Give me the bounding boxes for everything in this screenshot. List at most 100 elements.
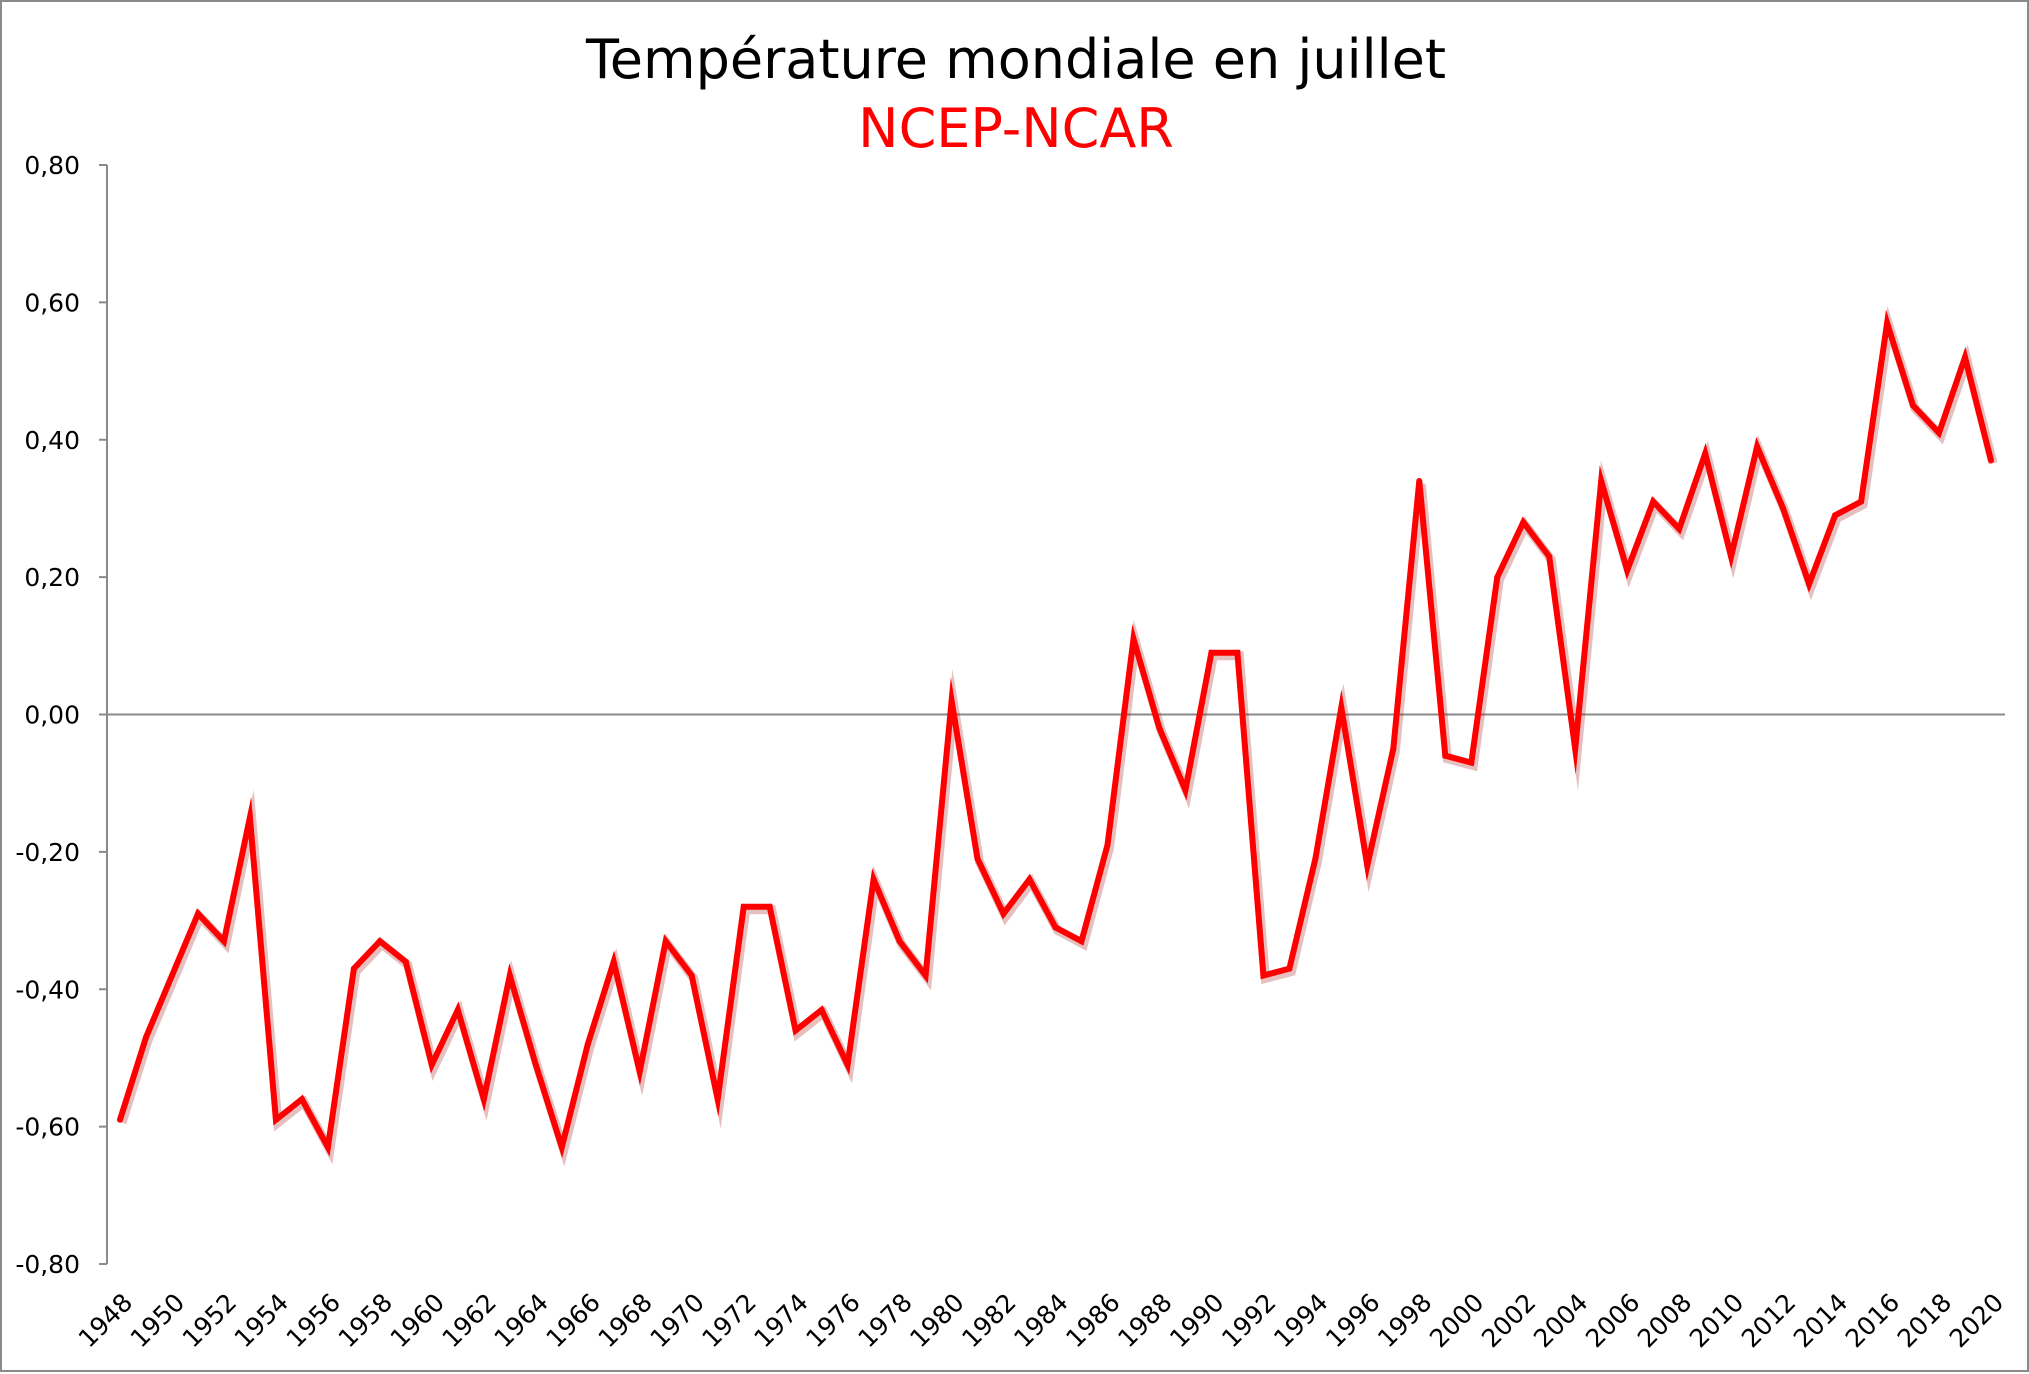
- data-point: [1312, 855, 1319, 862]
- x-tick-label: 2006: [1580, 1288, 1645, 1353]
- x-tick-label: 1956: [281, 1288, 346, 1353]
- data-point: [1494, 574, 1501, 581]
- data-point: [454, 1006, 461, 1013]
- x-tick-label: 1954: [229, 1288, 294, 1353]
- data-point: [1416, 478, 1423, 484]
- x-tick-label: 1960: [385, 1288, 450, 1353]
- data-point: [117, 1116, 123, 1123]
- data-point: [1130, 635, 1137, 642]
- x-tick-label: 1994: [1268, 1288, 1333, 1353]
- data-point: [870, 876, 877, 883]
- x-tick-label: 1952: [177, 1288, 242, 1353]
- data-point: [428, 1061, 435, 1068]
- data-point: [1078, 938, 1085, 945]
- data-point: [688, 972, 695, 979]
- data-point: [402, 958, 409, 965]
- series-layer: [117, 305, 1998, 1167]
- data-point: [506, 972, 513, 979]
- data-point: [272, 1116, 279, 1123]
- x-tick-label: 1972: [696, 1288, 761, 1353]
- x-tick-label: 1990: [1164, 1288, 1229, 1353]
- data-point: [1182, 787, 1189, 794]
- data-point: [1884, 320, 1891, 326]
- x-tick-label: 2014: [1788, 1288, 1853, 1353]
- chart-title: Température mondiale en juillet: [585, 28, 1446, 91]
- data-point: [1026, 876, 1033, 883]
- x-tick-label: 2000: [1424, 1288, 1489, 1353]
- series-line: [117, 309, 1994, 1159]
- data-point: [1728, 553, 1735, 560]
- data-point: [740, 903, 747, 910]
- x-tick-label: 1984: [1008, 1288, 1073, 1353]
- data-point: [1988, 457, 1994, 464]
- series-line-shadow: [117, 305, 1998, 1167]
- data-point: [143, 1034, 149, 1041]
- data-point: [1572, 745, 1579, 752]
- chart-subtitle: NCEP-NCAR: [858, 97, 1174, 160]
- data-point: [1468, 759, 1475, 766]
- data-point: [1520, 519, 1527, 526]
- data-point: [558, 1144, 565, 1151]
- y-tick-labels: 0,80 0,60 0,40 0,20 0,00 -0,20 -0,40 -0,60 -0,80: [15, 151, 80, 1279]
- x-tick-label: 2018: [1892, 1288, 1957, 1353]
- data-point: [1364, 862, 1371, 869]
- data-point: [246, 814, 253, 821]
- data-point: [1052, 924, 1059, 931]
- data-point: [714, 1096, 721, 1103]
- x-tick-label: 1992: [1216, 1288, 1281, 1353]
- data-point: [1104, 842, 1111, 848]
- data-point: [974, 855, 981, 862]
- data-point: [324, 1144, 331, 1151]
- data-point: [480, 1096, 487, 1103]
- data-point: [220, 938, 227, 945]
- data-point: [922, 972, 929, 979]
- data-point: [662, 938, 669, 945]
- x-tick-label: 2010: [1684, 1288, 1749, 1353]
- data-point: [1234, 649, 1241, 656]
- data-point: [610, 958, 617, 965]
- x-tick-label: 1980: [904, 1288, 969, 1353]
- data-point: [1676, 526, 1683, 532]
- data-point: [1624, 567, 1631, 574]
- axes: [99, 164, 2005, 1265]
- data-point: [1832, 512, 1839, 519]
- x-tick-label: 1970: [644, 1288, 709, 1353]
- y-tick-label: -0,60: [15, 1113, 80, 1142]
- x-tick-label: 1948: [73, 1288, 138, 1353]
- data-point: [1390, 745, 1397, 752]
- x-tick-label: 2008: [1632, 1288, 1697, 1353]
- x-tick-label: 1986: [1060, 1288, 1125, 1353]
- data-point: [896, 938, 903, 945]
- data-point: [1858, 498, 1865, 505]
- x-tick-label: 2002: [1476, 1288, 1541, 1353]
- x-tick-label: 1976: [800, 1288, 865, 1353]
- x-tick-label: 1988: [1112, 1288, 1177, 1353]
- data-point: [948, 697, 955, 704]
- data-point: [1780, 505, 1787, 512]
- data-point: [1156, 725, 1163, 732]
- data-point: [792, 1027, 799, 1034]
- data-point: [1000, 910, 1007, 917]
- y-tick-label: 0,80: [24, 151, 80, 180]
- y-tick-label: 0,00: [24, 701, 80, 730]
- data-point: [1962, 354, 1968, 361]
- x-tick-label: 1962: [437, 1288, 502, 1353]
- data-point: [766, 903, 773, 910]
- x-tick-label: 2020: [1944, 1288, 2009, 1353]
- x-tick-label: 1996: [1320, 1288, 1385, 1353]
- x-tick-label: 1968: [592, 1288, 657, 1353]
- y-tick-label: 0,60: [24, 288, 80, 317]
- x-tick-labels: 1948195019521954195619581960196219641966…: [73, 1288, 2009, 1353]
- data-point: [195, 910, 201, 917]
- data-point: [1286, 965, 1293, 972]
- y-tick-label: 0,20: [24, 563, 80, 592]
- x-tick-label: 1974: [748, 1288, 813, 1353]
- data-point: [1910, 402, 1916, 409]
- y-tick-label: -0,80: [15, 1250, 80, 1279]
- x-tick-label: 1998: [1372, 1288, 1437, 1353]
- data-point: [1598, 478, 1605, 484]
- x-tick-label: 1958: [333, 1288, 398, 1353]
- data-point: [1208, 649, 1215, 656]
- data-point: [298, 1096, 305, 1103]
